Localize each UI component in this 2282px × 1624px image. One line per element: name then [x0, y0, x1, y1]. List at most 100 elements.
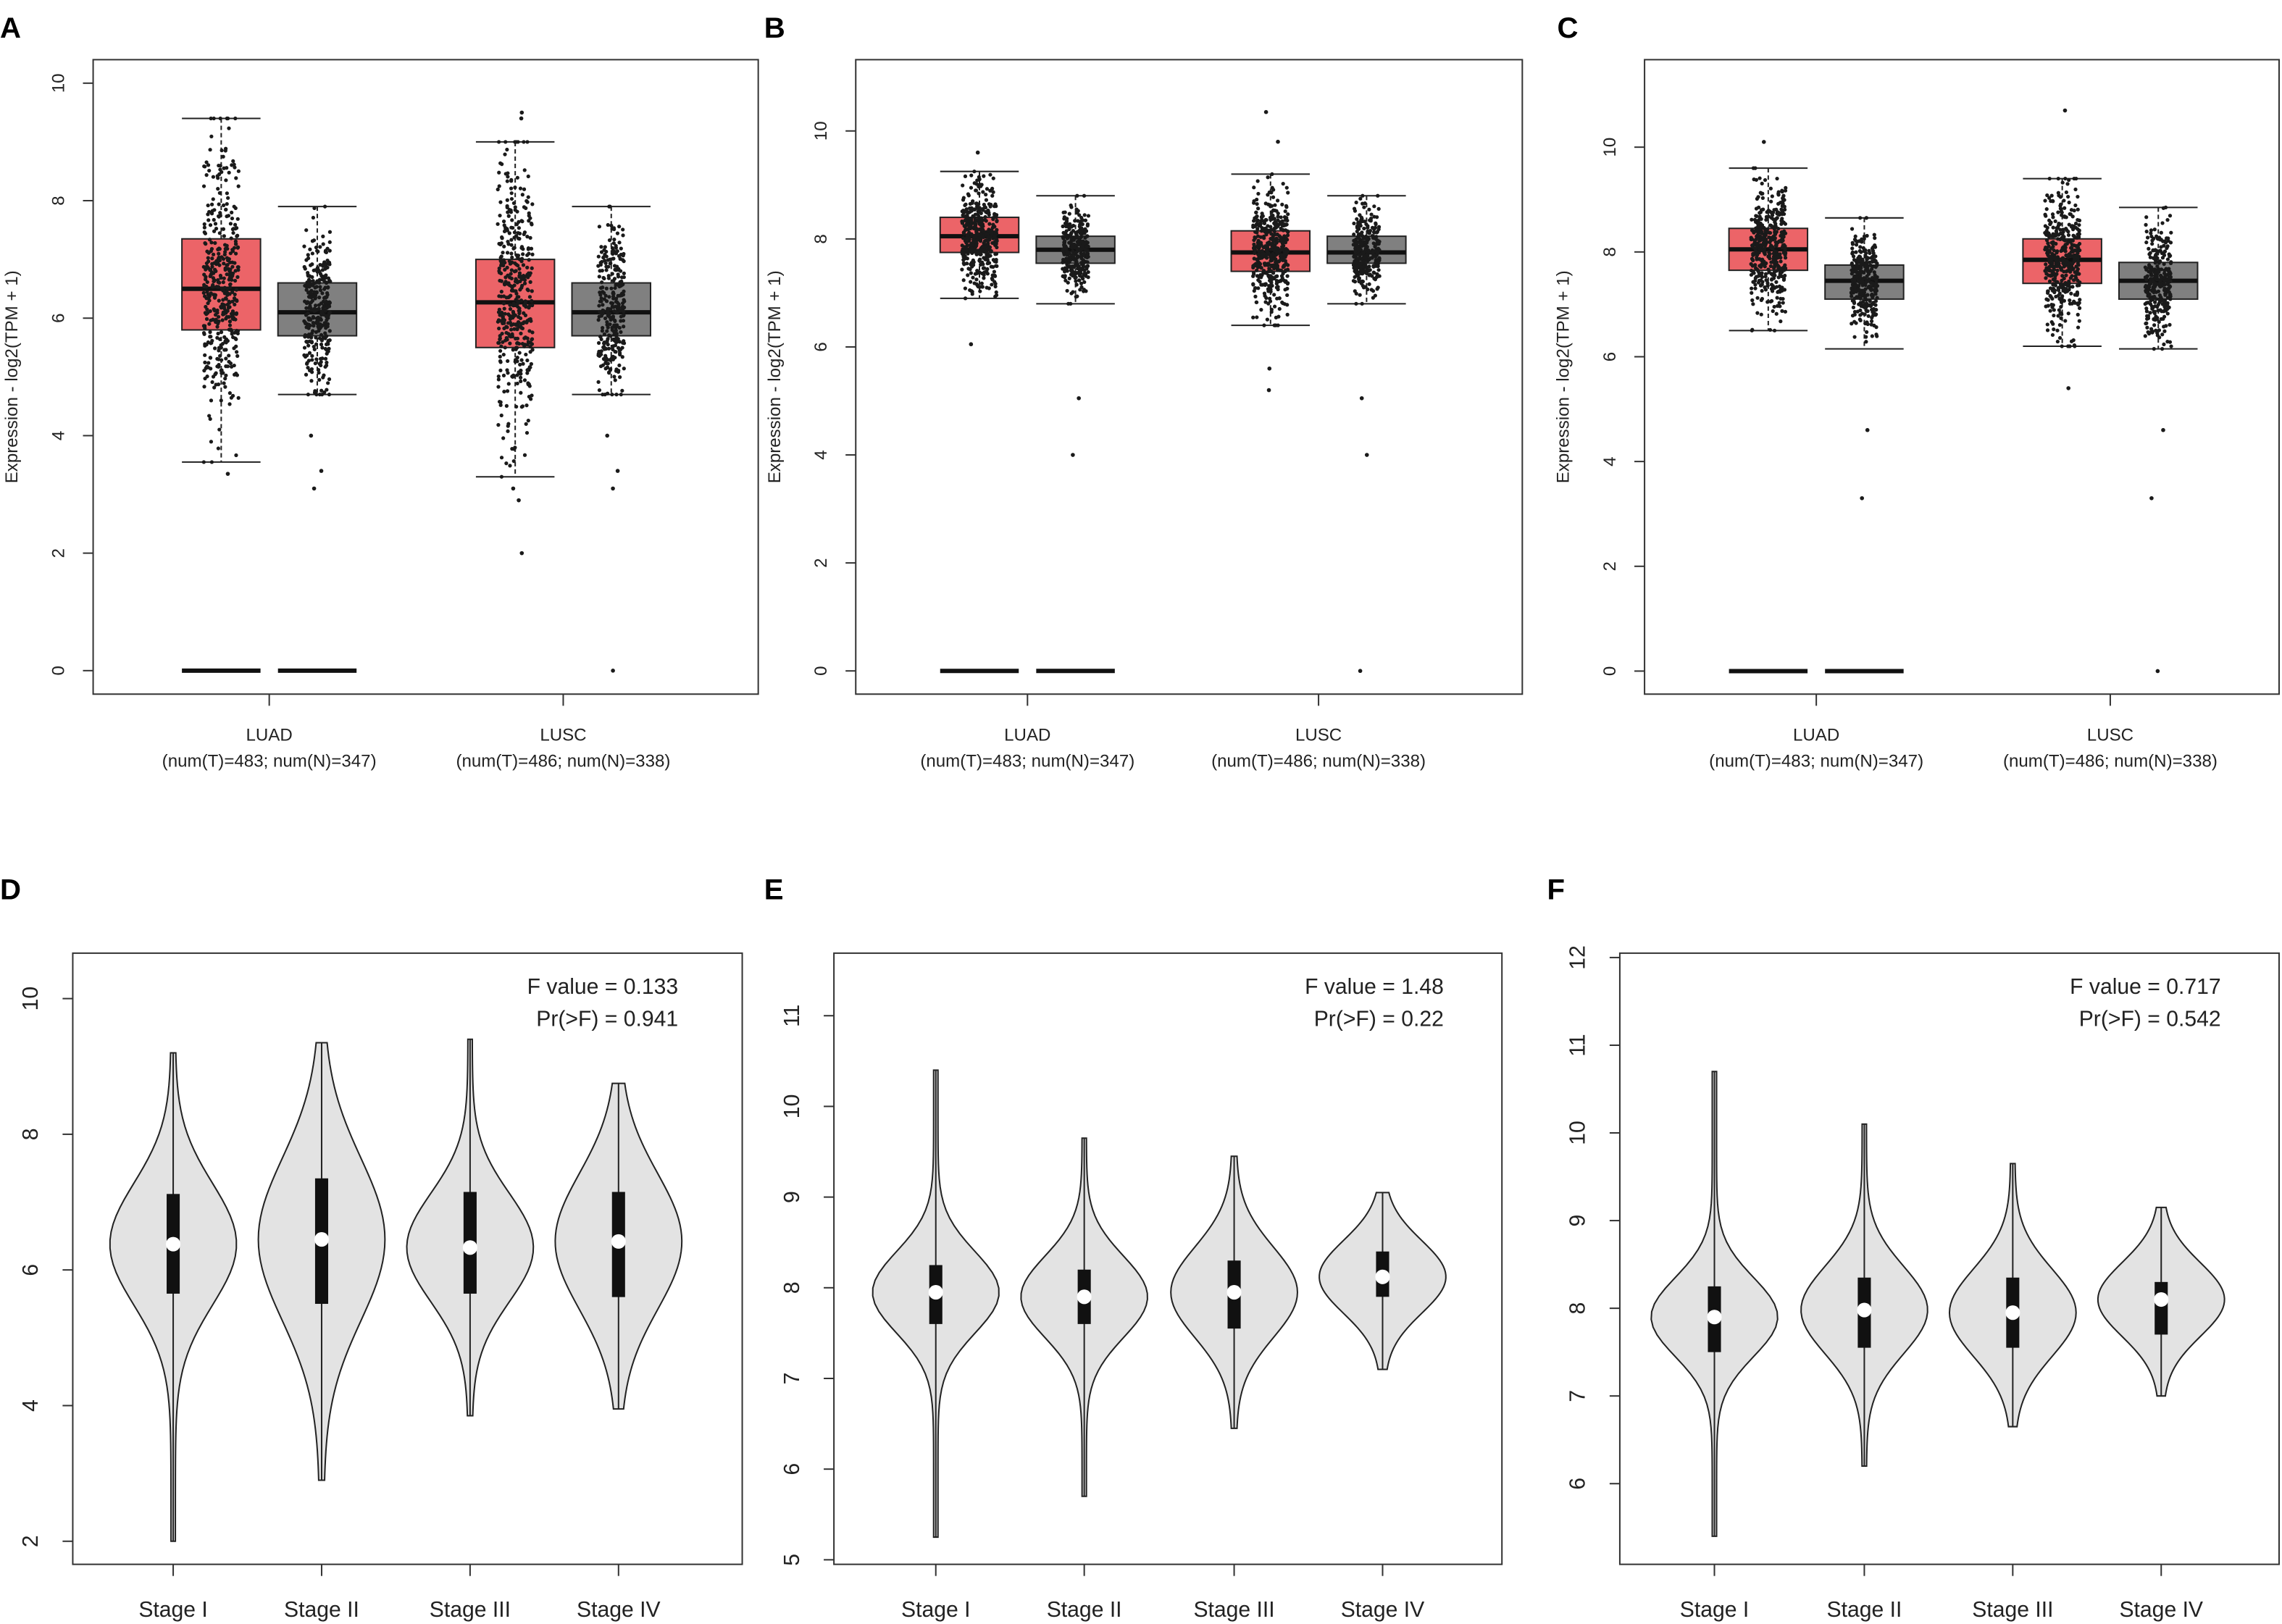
data-point	[2144, 321, 2149, 325]
data-point	[324, 261, 328, 267]
data-point	[2070, 224, 2075, 228]
data-point	[1758, 176, 1762, 180]
data-point	[234, 453, 238, 458]
data-point	[306, 393, 310, 397]
data-point	[2060, 210, 2064, 214]
data-point	[1082, 273, 1086, 277]
data-point	[303, 333, 307, 338]
data-point	[978, 289, 982, 293]
data-point	[1074, 282, 1079, 287]
data-point	[1771, 309, 1775, 314]
data-point	[2162, 303, 2167, 307]
data-point	[2066, 233, 2071, 238]
data-point	[1361, 251, 1366, 255]
data-point	[498, 368, 503, 373]
data-point	[969, 271, 973, 275]
data-point	[526, 288, 530, 293]
data-point	[966, 233, 970, 237]
data-point	[2077, 301, 2081, 305]
data-point	[1269, 289, 1273, 294]
outlier-point	[1860, 495, 1865, 501]
data-point	[1253, 286, 1258, 290]
data-point	[2059, 296, 2063, 301]
data-point	[236, 395, 241, 401]
data-point	[986, 209, 990, 213]
data-point	[231, 227, 235, 231]
data-point	[2070, 227, 2076, 232]
data-point	[496, 187, 500, 192]
data-point	[514, 222, 519, 227]
data-point	[974, 282, 979, 286]
data-point	[1084, 240, 1088, 244]
data-point	[314, 285, 319, 289]
data-point	[1062, 267, 1066, 271]
data-point	[2057, 323, 2062, 327]
data-point	[605, 322, 609, 327]
data-point	[518, 186, 523, 191]
data-point	[1783, 188, 1788, 193]
data-point	[1778, 304, 1782, 309]
data-point	[992, 269, 997, 274]
data-point	[1281, 270, 1285, 275]
data-point	[2150, 288, 2154, 293]
data-point	[522, 311, 526, 315]
data-point	[1776, 266, 1781, 270]
data-point	[1066, 301, 1071, 306]
x-tick-sublabel: (num(T)=486; num(N)=338)	[456, 752, 670, 771]
data-point	[209, 134, 214, 138]
data-point	[2151, 279, 2155, 284]
data-point	[497, 340, 501, 346]
violin-1	[109, 1052, 238, 1542]
data-point	[501, 301, 506, 306]
data-point	[2051, 234, 2055, 238]
data-point	[519, 298, 524, 303]
data-point	[530, 202, 535, 206]
data-point	[307, 368, 312, 373]
data-point	[611, 249, 617, 254]
data-point	[613, 285, 617, 290]
data-point	[502, 244, 506, 248]
data-point	[327, 338, 332, 343]
data-point	[2063, 319, 2068, 323]
data-point	[208, 417, 212, 422]
data-point	[617, 363, 622, 368]
data-point	[317, 269, 322, 274]
data-point	[2045, 328, 2050, 332]
data-point	[1280, 202, 1284, 206]
data-point	[1074, 279, 1078, 283]
data-point	[1076, 263, 1080, 267]
data-point	[304, 306, 309, 310]
data-point	[1758, 256, 1762, 261]
data-point	[2044, 276, 2048, 280]
data-point	[323, 331, 327, 335]
data-point	[1067, 276, 1071, 280]
data-point	[227, 282, 233, 287]
data-point	[1373, 293, 1377, 298]
data-point	[600, 280, 604, 285]
data-point	[217, 191, 222, 196]
data-point	[2070, 267, 2075, 272]
data-point	[1377, 256, 1382, 260]
data-point	[215, 308, 220, 313]
data-point	[1762, 263, 1766, 267]
data-point	[974, 182, 979, 186]
outlier-point	[1077, 395, 1081, 401]
data-point	[314, 357, 319, 361]
data-point	[1858, 318, 1863, 322]
data-point	[2051, 215, 2055, 219]
data-point	[1255, 218, 1260, 222]
data-point	[210, 256, 214, 261]
p-value-text: Pr(>F) = 0.542	[2079, 1007, 2221, 1031]
data-point	[1078, 219, 1082, 224]
data-point	[960, 251, 964, 256]
data-point	[974, 277, 979, 282]
data-point	[614, 335, 619, 340]
data-point	[308, 247, 312, 251]
data-point	[1252, 242, 1256, 246]
data-point	[232, 363, 236, 368]
data-point	[1285, 233, 1290, 238]
data-point	[1085, 251, 1090, 256]
data-point	[1363, 255, 1368, 260]
data-point	[519, 390, 523, 395]
data-point	[520, 404, 525, 409]
